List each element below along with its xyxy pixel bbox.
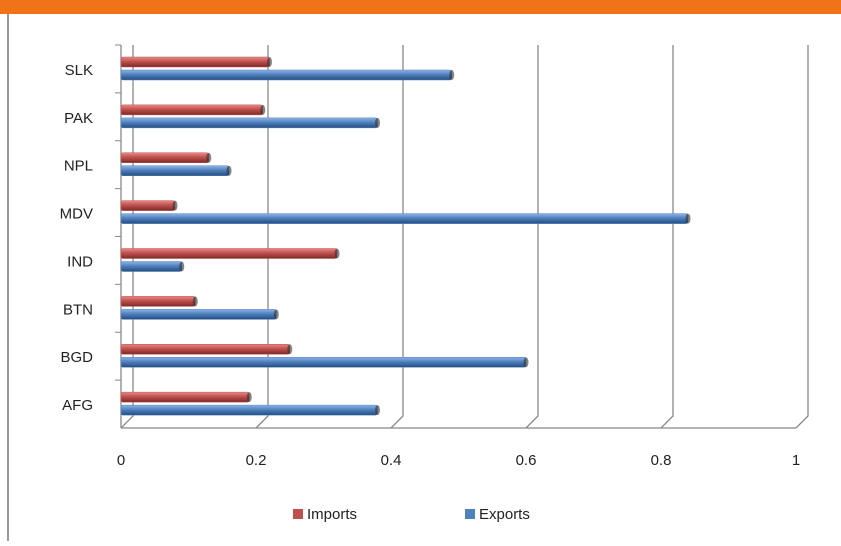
legend-label: Imports xyxy=(307,506,357,523)
y-tick-label: SLK xyxy=(65,62,93,79)
y-tick-label: IND xyxy=(67,253,93,270)
legend-swatch xyxy=(293,509,303,519)
bar xyxy=(120,296,196,307)
x-tick-label: 0.2 xyxy=(246,452,267,469)
bar-cap xyxy=(449,70,455,80)
bar xyxy=(120,248,338,259)
bar xyxy=(120,404,378,416)
bar-cap xyxy=(260,104,266,115)
bar xyxy=(120,69,452,81)
bar xyxy=(120,56,270,68)
bar xyxy=(120,213,689,224)
x-tick-label: 0.4 xyxy=(381,452,402,469)
bar-cap xyxy=(246,392,252,403)
bar-cap xyxy=(375,117,380,128)
grid-line xyxy=(525,45,539,429)
grid-line xyxy=(390,45,404,429)
y-tick-label: BGD xyxy=(60,349,93,366)
bar xyxy=(120,391,250,403)
header-band xyxy=(0,0,841,14)
bar xyxy=(120,261,182,272)
bar-cap xyxy=(287,344,293,355)
bar xyxy=(120,152,209,163)
bar-cap xyxy=(172,200,178,211)
bar xyxy=(120,357,527,368)
bar-cap xyxy=(375,405,380,416)
grid-line xyxy=(255,45,269,429)
y-tick-label: PAK xyxy=(64,110,93,127)
bar-cap xyxy=(334,248,340,259)
bar-cap xyxy=(523,357,529,368)
bar-cap xyxy=(206,152,212,163)
grid-line xyxy=(795,45,809,429)
bar-cap xyxy=(267,57,272,67)
bar-cap xyxy=(192,296,198,307)
x-tick-label: 0.6 xyxy=(516,452,537,469)
bar xyxy=(120,309,277,320)
bar xyxy=(120,117,378,129)
y-tick-label: AFG xyxy=(62,397,93,414)
bar xyxy=(120,200,176,211)
x-tick-label: 0.8 xyxy=(651,452,672,469)
y-tick-label: BTN xyxy=(63,301,93,318)
y-tick-label: NPL xyxy=(64,158,93,175)
bar xyxy=(120,165,230,176)
bar xyxy=(120,104,263,116)
grid-line xyxy=(120,45,134,429)
bar-cap xyxy=(273,309,279,320)
bar-cap xyxy=(226,165,232,176)
legend-label: Exports xyxy=(479,506,530,523)
grid-line xyxy=(660,45,674,429)
bar-cap xyxy=(685,213,691,224)
x-tick-label: 0 xyxy=(117,452,125,469)
bar xyxy=(120,344,290,355)
bar-cap xyxy=(179,261,185,272)
y-tick-label: MDV xyxy=(60,206,93,223)
x-tick-label: 1 xyxy=(792,452,800,469)
legend-swatch xyxy=(465,509,475,519)
